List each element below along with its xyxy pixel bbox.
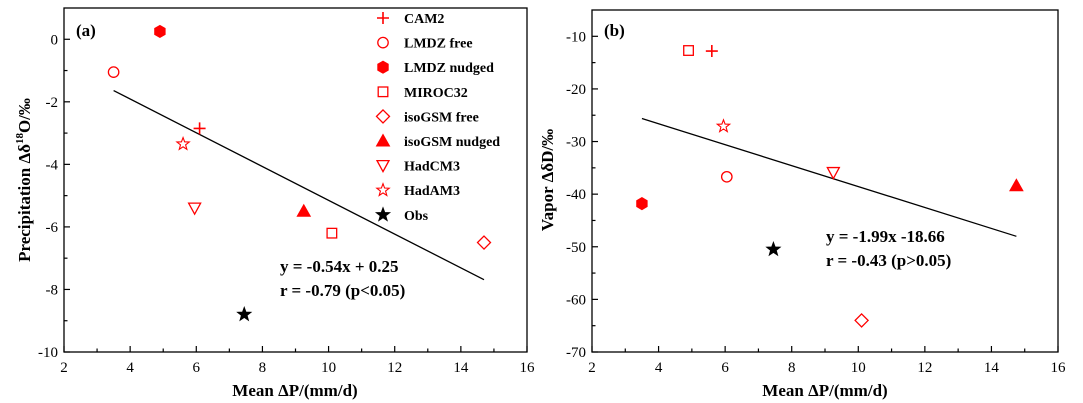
legend-marker-isogsm-free: [375, 108, 391, 124]
point-lmdz-nudged-a: [154, 24, 166, 39]
legend-label-miroc32: MIROC32: [404, 86, 468, 101]
y-tick-label-b: -40: [566, 187, 586, 203]
point-isogsm-nudged-a: [296, 203, 312, 217]
point-isogsm-free-b: [854, 313, 870, 328]
y-axis-title-a-suffix: O/‰: [15, 98, 34, 133]
x-tick-label-b: 14: [984, 360, 1000, 376]
regression-line-a: [113, 89, 485, 281]
legend-label-hadam3: HadAM3: [404, 184, 460, 199]
y-tick-label-a: -10: [38, 345, 58, 361]
y-axis-title-a-prefix: Precipitation Δδ: [15, 144, 34, 262]
panel-a: 2 4 6 8 10 12 14 16 0 -2 -4 -6 -8 -10 (a) y = -0.54x …: [14, 7, 535, 400]
x-tick-label-b: 2: [588, 360, 596, 376]
points-b: [636, 45, 1024, 328]
legend-marker-isogsm-nudged: [375, 133, 391, 147]
x-tick-label-a: 4: [126, 360, 134, 376]
legend-label-isogsm-free: isoGSM free: [404, 110, 479, 125]
legend-marker-cam2: [377, 12, 389, 24]
regression-line-b: [641, 117, 1017, 237]
x-axis-title-a: Mean ΔP/(mm/d): [232, 381, 357, 400]
legend-marker-hadam3: [375, 182, 391, 197]
x-tick-label-a: 12: [387, 360, 402, 376]
fit-line-b: [641, 117, 1017, 237]
y-tick-label-a: -8: [46, 282, 59, 298]
y-tick-label-a: -4: [46, 157, 59, 173]
point-isogsm-free-a: [476, 235, 492, 250]
legend: CAM2 LMDZ free LMDZ nudged MIROC32 isoGSM fr…: [374, 12, 500, 224]
x-tick-label-a: 2: [60, 360, 68, 376]
fit-line-a: [113, 89, 485, 281]
point-miroc32-b: [683, 45, 694, 56]
legend-marker-miroc32: [377, 86, 389, 98]
y-tick-label-b: -50: [566, 240, 586, 256]
legend-label-obs: Obs: [404, 209, 429, 224]
legend-label-isogsm-nudged: isoGSM nudged: [404, 135, 500, 150]
y-axis-title-a: Precipitation Δδ18O/‰: [14, 98, 34, 262]
x-axis-title-b: Mean ΔP/(mm/d): [762, 381, 887, 400]
y-axis-title-b: Vapor ΔδD/‰: [538, 129, 557, 231]
legend-marker-obs: [374, 206, 392, 222]
point-cam2-b: [705, 45, 718, 58]
point-cam2-a: [193, 122, 206, 135]
point-obs-a: [236, 306, 253, 322]
x-tick-label-b: 16: [1051, 360, 1067, 376]
point-lmdz-free-a: [107, 66, 120, 78]
point-lmdz-free-b: [720, 170, 733, 183]
legend-label-hadcm3: HadCM3: [404, 160, 460, 175]
y-tick-label-b: -70: [566, 345, 586, 361]
panel-label-a: (a): [76, 21, 96, 40]
point-miroc32-a: [326, 227, 338, 239]
x-tick-label-b: 4: [655, 360, 663, 376]
x-tick-label-b: 8: [788, 360, 796, 376]
y-tick-label-b: -60: [566, 292, 586, 308]
y-tick-label-b: -30: [566, 135, 586, 151]
y-tick-label-a: -2: [46, 95, 59, 111]
y-tick-label-b: -20: [566, 82, 586, 98]
point-isogsm-nudged-b: [1009, 178, 1024, 192]
legend-marker-hadcm3: [375, 159, 391, 173]
ticks-a: 2 4 6 8 10 12 14 16 0 -2 -4 -6 -8 -10: [38, 32, 535, 376]
point-obs-b: [765, 240, 782, 257]
x-tick-label-b: 10: [851, 360, 866, 376]
x-tick-label-a: 10: [321, 360, 336, 376]
point-hadam3-a: [175, 135, 191, 151]
fit-equation-b: y = -1.99x -18.66: [826, 227, 945, 246]
point-lmdz-nudged-b: [636, 197, 648, 211]
x-tick-label-b: 6: [721, 360, 729, 376]
plot-frame-a: [63, 7, 528, 353]
x-tick-label-a: 6: [193, 360, 201, 376]
legend-marker-lmdz-nudged: [377, 60, 389, 74]
legend-label-lmdz-free: LMDZ free: [404, 37, 473, 52]
panel-b: 2 4 6 8 10 12 14 16 -10 -20 -30 -40 -50 -60 -70 (b) y …: [538, 9, 1066, 400]
plot-frame-b: [591, 9, 1059, 353]
y-tick-label-a: -6: [46, 220, 59, 236]
fit-correlation-b: r = -0.43 (p>0.05): [826, 251, 951, 270]
panel-label-b: (b): [604, 21, 625, 40]
x-tick-label-a: 14: [453, 360, 469, 376]
legend-marker-lmdz-free: [377, 36, 389, 49]
points-a: [107, 24, 492, 322]
legend-label-lmdz-nudged: LMDZ nudged: [404, 61, 494, 76]
fit-equation-a: y = -0.54x + 0.25: [280, 257, 399, 276]
legend-label-cam2: CAM2: [404, 12, 444, 27]
x-tick-label-b: 12: [917, 360, 932, 376]
ticks-b: 2 4 6 8 10 12 14 16 -10 -20 -30 -40 -50 -60 -70: [566, 29, 1066, 376]
y-tick-label-b: -10: [566, 29, 586, 45]
x-tick-label-a: 16: [520, 360, 536, 376]
x-tick-label-a: 8: [259, 360, 267, 376]
point-hadcm3-a: [187, 202, 202, 216]
point-hadcm3-b: [826, 166, 841, 180]
fit-correlation-a: r = -0.79 (p<0.05): [280, 281, 405, 300]
y-tick-label-a: 0: [51, 32, 59, 48]
y-axis-title-a-sup: 18: [14, 133, 26, 145]
point-hadam3-b: [715, 118, 732, 133]
